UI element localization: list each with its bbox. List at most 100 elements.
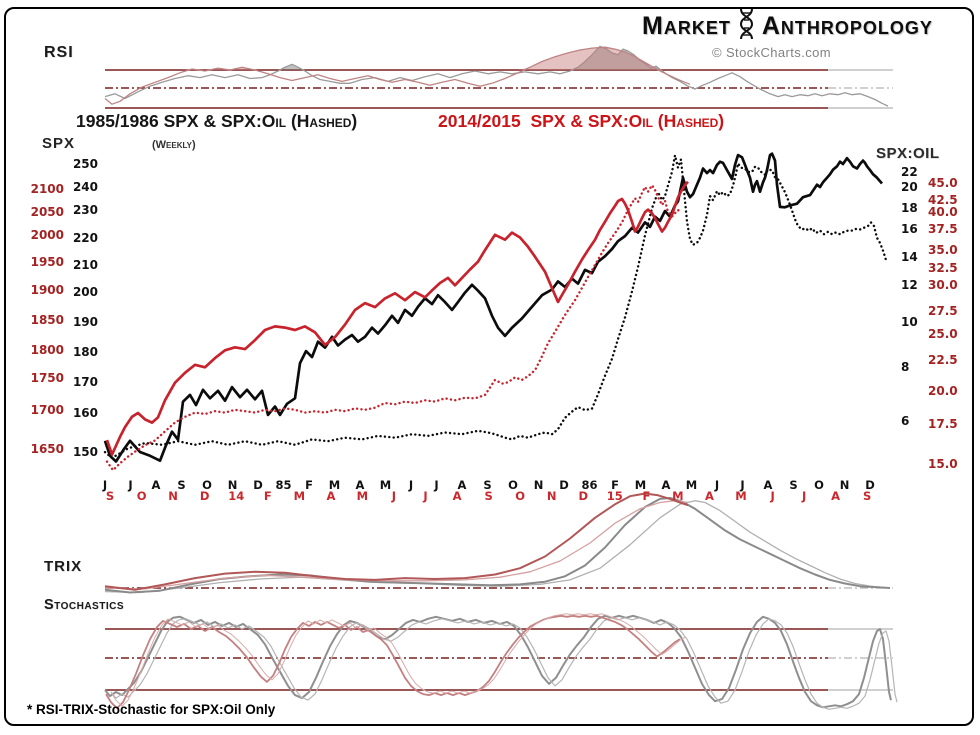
red-months: D <box>579 489 589 503</box>
left-axis-name: SPX <box>42 135 76 152</box>
stoch-gray-signal <box>110 617 898 710</box>
black-months: D <box>559 478 569 492</box>
stockcharts-credit: © StockCharts.com <box>712 45 831 60</box>
left-black-ticks: 200 <box>73 285 98 299</box>
left-black-ticks: 230 <box>73 203 98 217</box>
red-months: M <box>294 489 305 503</box>
right-black-ticks: 6 <box>901 414 909 428</box>
rsi-red <box>104 46 691 105</box>
red-months: A <box>326 489 335 503</box>
red-months: D <box>200 489 210 503</box>
left-red-ticks: 1950 <box>31 255 64 269</box>
right-axis-name: SPX:OIL <box>876 145 940 162</box>
trix-red-signal <box>104 500 689 590</box>
right-red-ticks: 35.0 <box>928 243 958 257</box>
right-black-ticks: 8 <box>901 360 909 374</box>
right-black-ticks: 20 <box>901 180 918 194</box>
right-black-ticks: 12 <box>901 278 918 292</box>
right-red-ticks: 20.0 <box>928 384 958 398</box>
black-months: A <box>458 478 467 492</box>
black-months: 85 <box>275 478 291 492</box>
black-months: S <box>483 478 491 492</box>
black-months: N <box>534 478 544 492</box>
red-months: S <box>106 489 114 503</box>
black-months: J <box>714 478 719 492</box>
rsi-gray <box>104 45 889 107</box>
black-months: O <box>814 478 824 492</box>
left-black-ticks: 210 <box>73 258 98 272</box>
red-months: O <box>137 489 147 503</box>
rsi-red-fill <box>105 47 690 70</box>
red-months: J <box>422 489 427 503</box>
trix-gray <box>104 497 891 594</box>
trix-red <box>104 492 689 591</box>
left-red-ticks: 1700 <box>31 403 64 417</box>
black-months: D <box>865 478 875 492</box>
stoch-red <box>105 614 681 710</box>
red-months: 15 <box>607 489 623 503</box>
left-black-ticks: 170 <box>73 375 98 389</box>
left-black-ticks: 240 <box>73 180 98 194</box>
right-red-ticks: 40.0 <box>928 205 958 219</box>
stochastics-panel-label: Stochastics <box>44 597 124 613</box>
dna-icon <box>738 8 755 45</box>
left-black-ticks: 160 <box>73 406 98 420</box>
red-months: A <box>831 489 840 503</box>
red-months: N <box>168 489 178 503</box>
left-black-ticks: 250 <box>73 157 98 171</box>
left-red-ticks: 1850 <box>31 313 64 327</box>
left-black-ticks: 180 <box>73 345 98 359</box>
red-months: M <box>357 489 368 503</box>
stoch-gray <box>104 614 892 709</box>
left-red-ticks: 2100 <box>31 182 64 196</box>
right-red-ticks: 32.5 <box>928 261 958 275</box>
left-black-ticks: 220 <box>73 231 98 245</box>
black-months: M <box>686 478 697 492</box>
right-red-ticks: 22.5 <box>928 353 958 367</box>
left-red-ticks: 2000 <box>31 228 64 242</box>
right-red-ticks: 27.5 <box>928 304 958 318</box>
right-black-ticks: 18 <box>901 201 918 215</box>
rsi-panel-label: RSI <box>44 44 74 61</box>
red-months: M <box>672 489 683 503</box>
black-months: N <box>228 478 238 492</box>
red-months: 14 <box>228 489 244 503</box>
red-months: J <box>801 489 806 503</box>
black-months: A <box>152 478 161 492</box>
black-months: O <box>508 478 518 492</box>
black-months: S <box>177 478 185 492</box>
weekly-label: (Weekly) <box>152 139 196 151</box>
brand-word-market: Market <box>642 12 731 40</box>
red-months: F <box>642 489 650 503</box>
right-black-ticks: 14 <box>901 250 918 264</box>
red-months: J <box>391 489 396 503</box>
red-months: F <box>264 489 272 503</box>
red-months: O <box>515 489 525 503</box>
red-months: A <box>453 489 462 503</box>
left-black-ticks: 190 <box>73 315 98 329</box>
black-months: A <box>662 478 671 492</box>
red-months: N <box>547 489 557 503</box>
left-red-ticks: 1650 <box>31 442 64 456</box>
red-months: S <box>484 489 492 503</box>
black-months: O <box>202 478 212 492</box>
black-months: F <box>305 478 313 492</box>
red-months: S <box>863 489 871 503</box>
left-red-ticks: 1750 <box>31 371 64 385</box>
red-months: A <box>705 489 714 503</box>
left-black-ticks: 150 <box>73 445 98 459</box>
black-months: M <box>635 478 646 492</box>
right-red-ticks: 42.5 <box>928 193 958 207</box>
black-months: J <box>433 478 438 492</box>
black-months: N <box>840 478 850 492</box>
black-months: S <box>789 478 797 492</box>
right-red-ticks: 25.0 <box>928 327 958 341</box>
black-months: A <box>356 478 365 492</box>
black-months: D <box>253 478 263 492</box>
right-black-ticks: 16 <box>901 222 918 236</box>
stoch-red-signal <box>110 613 686 707</box>
black-months: J <box>739 478 744 492</box>
right-red-ticks: 45.0 <box>928 176 958 190</box>
